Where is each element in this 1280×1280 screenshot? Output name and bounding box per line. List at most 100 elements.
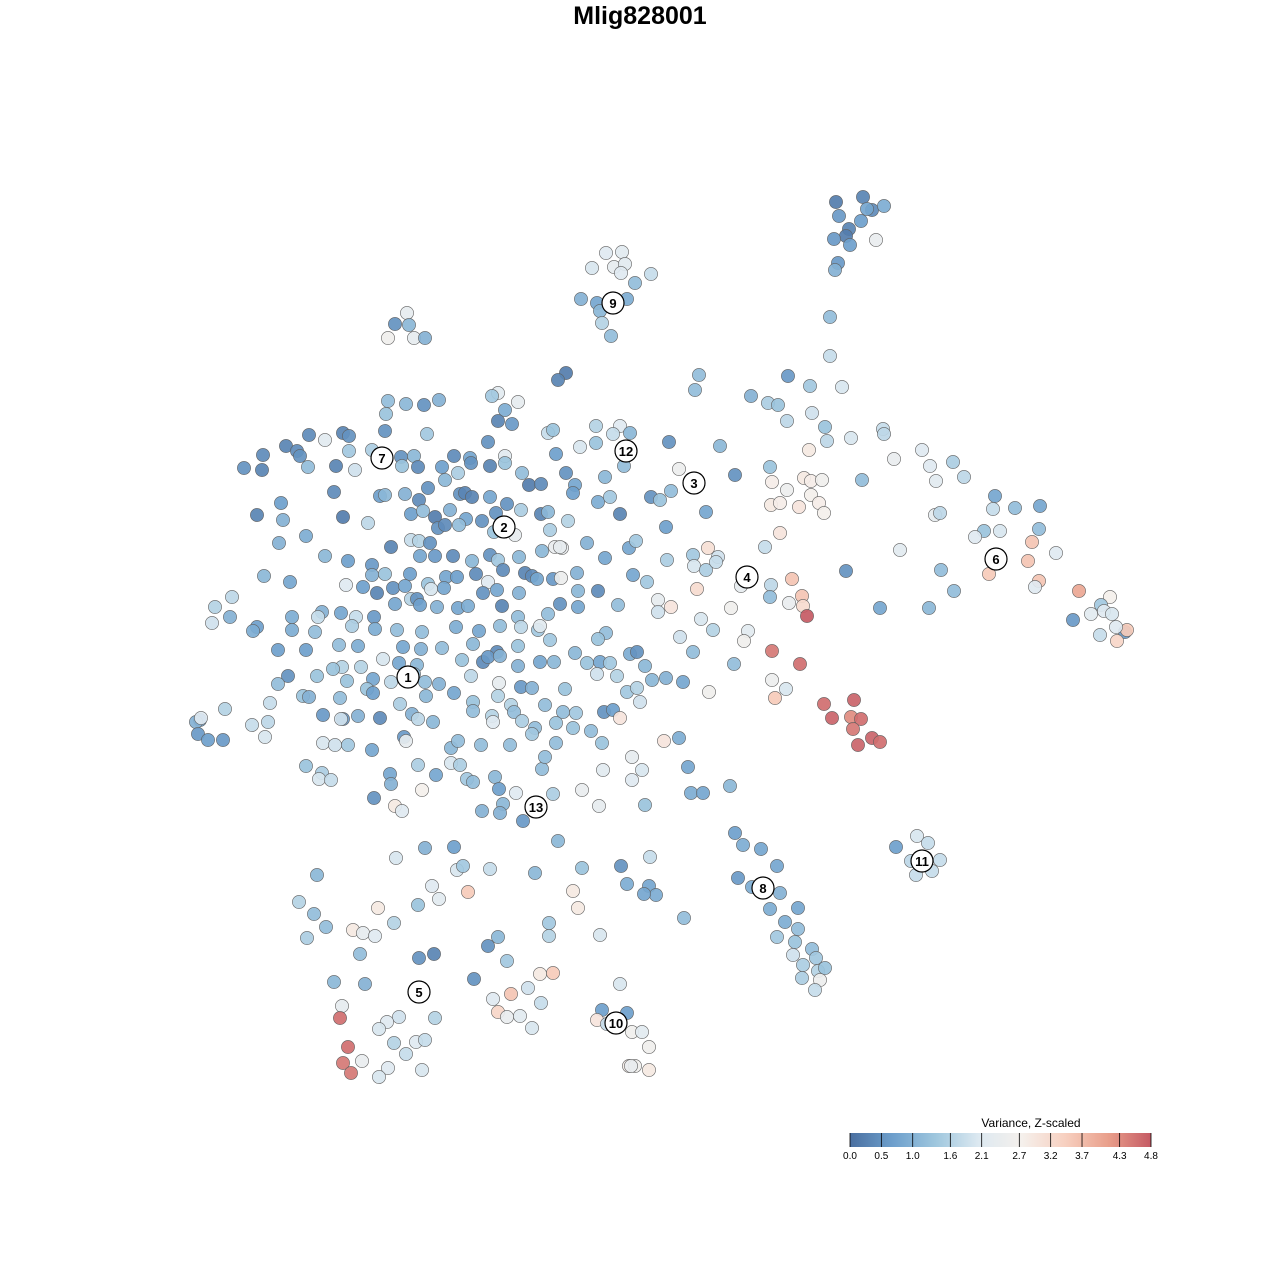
data-point [381,1061,395,1075]
data-point [534,477,548,491]
data-point [370,586,384,600]
data-point [400,306,414,320]
data-point [255,463,269,477]
cluster-label: 12 [614,439,638,463]
data-point [368,929,382,943]
cluster-number: 10 [609,1016,623,1031]
data-point [293,449,307,463]
data-point [483,459,497,473]
data-point [419,689,433,703]
data-point [324,773,338,787]
cluster-marker [751,876,775,900]
data-point [649,888,663,902]
data-point [461,599,475,613]
cluster-number: 2 [500,520,507,535]
data-point [491,689,505,703]
data-point [423,536,437,550]
data-point [493,649,507,663]
cluster-marker [396,665,420,689]
data-point [593,928,607,942]
data-point [485,389,499,403]
data-point [429,768,443,782]
data-point [701,541,715,555]
data-point [630,681,644,695]
data-point [393,697,407,711]
data-point [514,503,528,517]
data-point [672,731,686,745]
data-point [575,783,589,797]
data-point [1033,499,1047,513]
data-point [946,455,960,469]
data-point [554,571,568,585]
data-point [387,916,401,930]
data-point [384,540,398,554]
data-point [341,738,355,752]
cluster-number: 5 [415,985,422,1000]
data-point [1008,501,1022,515]
data-point [491,930,505,944]
data-point [986,502,1000,516]
cluster-number: 11 [915,854,929,869]
data-point [522,478,536,492]
data-point [727,657,741,671]
data-point [412,951,426,965]
data-point [367,610,381,624]
data-point [673,630,687,644]
data-point [225,590,239,604]
data-point [299,529,313,543]
data-point [688,383,702,397]
data-point [802,443,816,457]
data-point [392,656,406,670]
data-point [611,598,625,612]
data-point [417,398,431,412]
data-point [205,616,219,630]
data-point [778,915,792,929]
data-point [386,581,400,595]
data-point [447,840,461,854]
data-point [763,902,777,916]
data-point [571,600,585,614]
data-point [854,712,868,726]
data-point [310,868,324,882]
color-legend: Variance, Z-scaled 0.0 0.5 1.0 1.6 2.1 2.7 3.2… [843,1116,1158,1162]
data-point [450,570,464,584]
data-point [368,622,382,636]
cluster-marker [601,291,625,315]
data-point [791,922,805,936]
data-point [568,646,582,660]
data-point [805,406,819,420]
data-point [378,488,392,502]
data-point [589,436,603,450]
data-point [765,644,779,658]
data-point [591,632,605,646]
data-point [1103,590,1117,604]
data-point [553,540,567,554]
data-point [957,470,971,484]
cluster-marker [682,471,706,495]
data-point [664,600,678,614]
data-point [358,977,372,991]
data-point [629,534,643,548]
data-point [342,429,356,443]
data-point [515,714,529,728]
legend-tick-label: 3.7 [1075,1151,1089,1162]
data-point [415,1063,429,1077]
data-point [511,659,525,673]
data-point [635,1025,649,1039]
data-point [809,951,823,965]
data-point [664,484,678,498]
data-point [638,659,652,673]
data-point [832,209,846,223]
cluster-number: 13 [529,800,543,815]
cluster-number: 4 [743,570,751,585]
data-point [687,559,701,573]
data-point [770,930,784,944]
legend-ticks: 0.0 0.5 1.0 1.6 2.1 2.7 3.2 3.7 4.3 4.8 [843,1133,1158,1162]
data-point [208,600,222,614]
data-point [773,886,787,900]
data-point [651,605,665,619]
data-point [947,584,961,598]
data-point [465,554,479,568]
data-point [292,895,306,909]
data-point [413,549,427,563]
